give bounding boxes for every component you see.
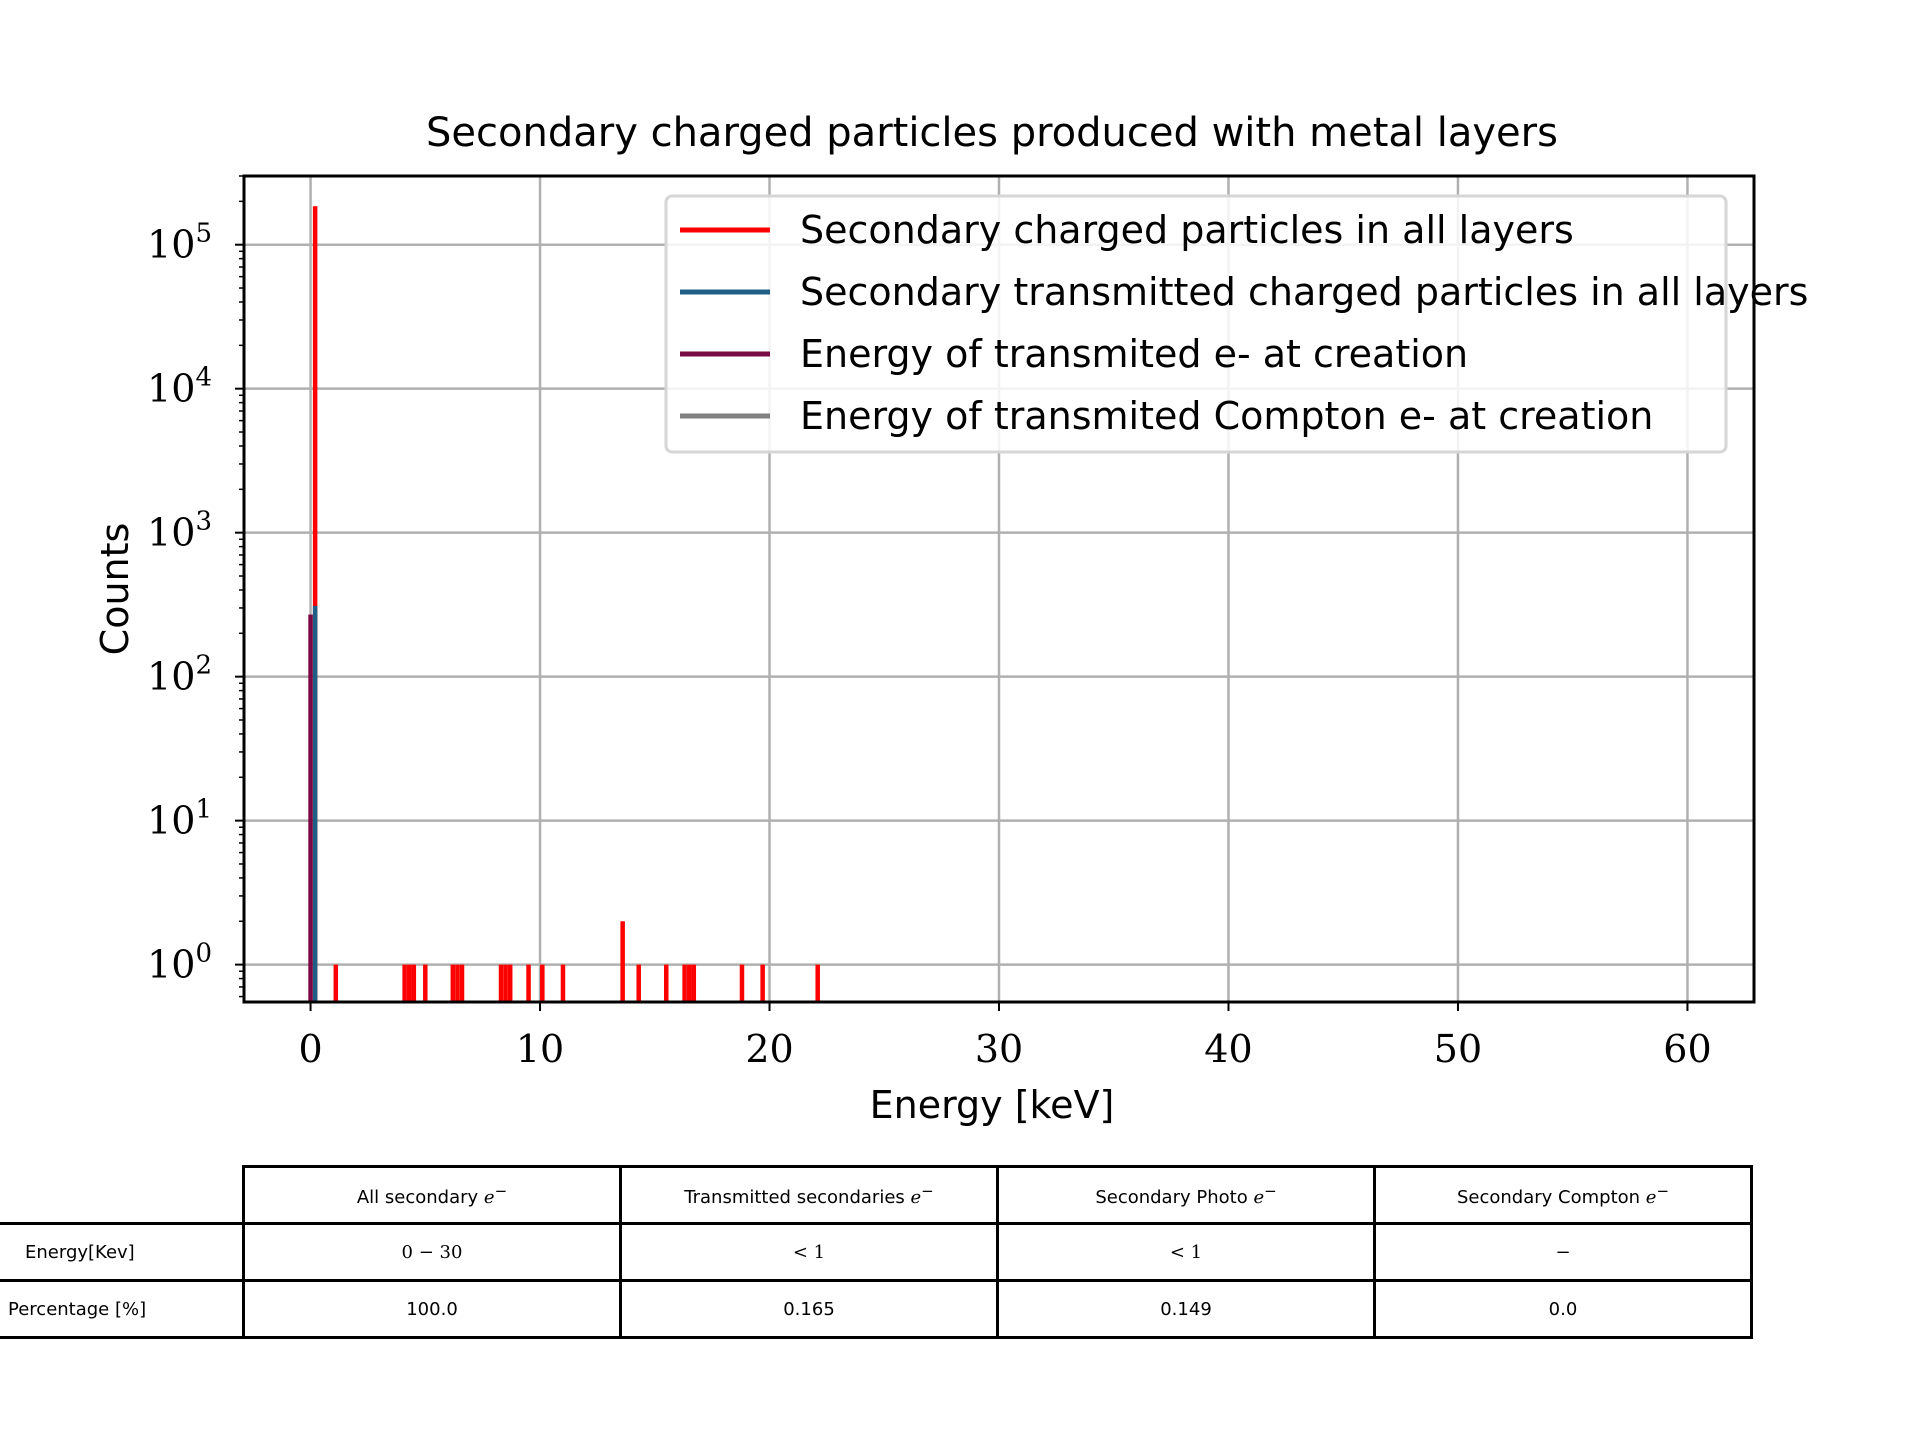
histogram-bars xyxy=(308,206,820,1003)
x-tick-label: 0 xyxy=(298,1027,322,1071)
axis-ticks: 0 10 20 30 40 50 60 100 101 102 103 104 105 xyxy=(147,175,1712,1071)
table-cell: 0.165 xyxy=(619,1279,999,1339)
legend-label: Energy of transmited Compton e- at creat… xyxy=(800,394,1653,438)
legend-label: Energy of transmited e- at creation xyxy=(800,332,1468,376)
table-row: Energy[Kev] 0 − 30 < 1 < 1 − xyxy=(0,1222,1753,1282)
x-tick-label: 30 xyxy=(975,1027,1023,1071)
x-tick-label: 10 xyxy=(516,1027,564,1071)
histogram-bar xyxy=(686,964,692,1002)
table-header-cell: Secondary Compton e− xyxy=(1373,1165,1753,1225)
histogram-bar xyxy=(560,964,566,1002)
table-cell: < 1 xyxy=(996,1222,1376,1282)
y-tick-label: 100 xyxy=(147,939,212,987)
histogram-bar xyxy=(815,964,820,1002)
y-tick-label: 103 xyxy=(147,507,212,555)
histogram-bar xyxy=(459,964,465,1002)
histogram-bar xyxy=(739,964,745,1002)
table-cell: 0.0 xyxy=(1373,1279,1753,1339)
histogram-bar xyxy=(682,964,687,1002)
chart-title: Secondary charged particles produced wit… xyxy=(426,110,1558,156)
table-cell: 0.149 xyxy=(996,1279,1376,1339)
x-tick-label: 60 xyxy=(1663,1027,1711,1071)
histogram-bar xyxy=(507,964,513,1002)
x-axis-label: Energy [keV] xyxy=(870,1083,1115,1127)
table-cell: − xyxy=(1373,1222,1753,1282)
histogram-bar xyxy=(636,964,641,1002)
histogram-bar xyxy=(503,964,508,1002)
histogram-bar xyxy=(308,614,313,1002)
legend: Secondary charged particles in all layer… xyxy=(664,194,1808,454)
histogram-bar xyxy=(333,964,339,1002)
table-cell: 0 − 30 xyxy=(242,1222,622,1282)
table-row-header: Percentage [%] xyxy=(0,1279,245,1339)
table-header-cell: All secondary e− xyxy=(242,1165,622,1225)
histogram-bar xyxy=(423,964,428,1002)
summary-table: All secondary e− Transmitted secondaries… xyxy=(0,1165,1753,1339)
histogram-bar xyxy=(498,964,504,1002)
x-tick-label: 40 xyxy=(1204,1027,1252,1071)
y-tick-label: 104 xyxy=(147,363,212,411)
histogram-bar xyxy=(691,964,697,1002)
histogram-bar xyxy=(620,921,625,1002)
table-cell: 100.0 xyxy=(242,1279,622,1339)
y-axis-label: Counts xyxy=(93,523,137,656)
histogram-bar xyxy=(406,964,412,1002)
table-row: Percentage [%] 100.0 0.165 0.149 0.0 xyxy=(0,1279,1753,1339)
histogram-bar xyxy=(663,964,669,1002)
histogram-bar xyxy=(540,964,545,1002)
histogram-bar xyxy=(402,964,407,1002)
table-header-cell: Transmitted secondaries e− xyxy=(619,1165,999,1225)
table-corner xyxy=(0,1166,245,1224)
legend-box xyxy=(664,194,1728,454)
histogram-bar xyxy=(526,964,531,1002)
legend-label: Secondary transmitted charged particles … xyxy=(800,270,1808,314)
x-tick-label: 50 xyxy=(1434,1027,1482,1071)
y-tick-label: 101 xyxy=(147,795,212,843)
histogram-bar xyxy=(450,964,456,1002)
histogram-bar xyxy=(411,964,417,1002)
table-header-row: All secondary e− Transmitted secondaries… xyxy=(0,1165,1753,1225)
y-tick-label: 105 xyxy=(147,219,212,267)
histogram-bar xyxy=(312,605,318,1002)
histogram-bar xyxy=(760,964,765,1002)
table-row-header: Energy[Kev] xyxy=(0,1222,245,1282)
histogram-chart: Secondary charged particles produced wit… xyxy=(93,110,1808,1127)
x-tick-label: 20 xyxy=(745,1027,793,1071)
legend-label: Secondary charged particles in all layer… xyxy=(800,208,1574,252)
y-tick-label: 102 xyxy=(147,651,212,699)
histogram-bar xyxy=(455,964,460,1002)
table-header-cell: Secondary Photo e− xyxy=(996,1165,1376,1225)
table-cell: < 1 xyxy=(619,1222,999,1282)
histogram-bar xyxy=(312,206,318,1003)
